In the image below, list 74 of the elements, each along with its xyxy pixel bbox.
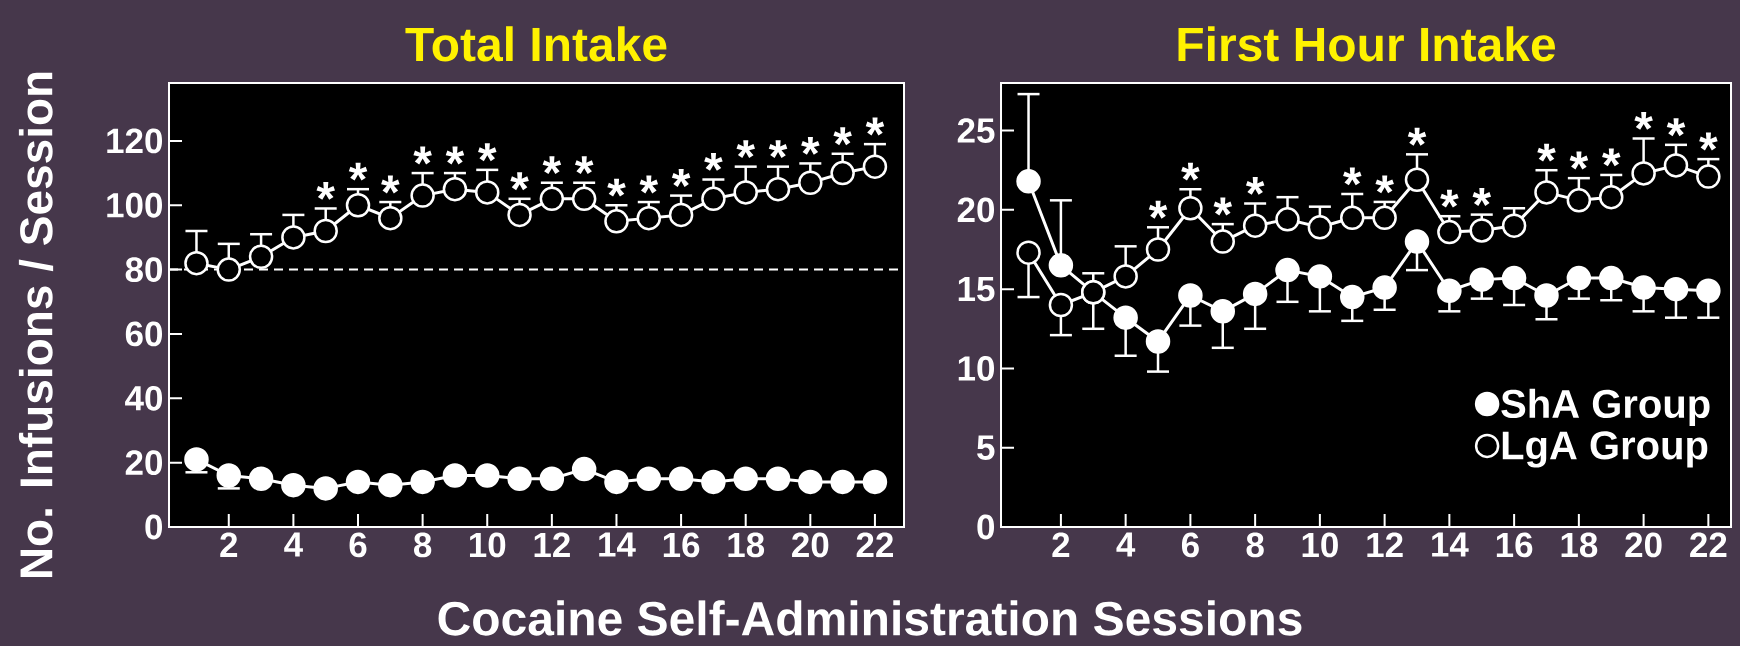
x-tick-label: 20 bbox=[792, 532, 829, 558]
x-tick-label: 14 bbox=[599, 532, 636, 557]
annotation: * bbox=[1375, 175, 1394, 194]
x-tick-label: 18 bbox=[728, 532, 765, 558]
y-tick-label: 120 bbox=[107, 128, 163, 154]
y-tick-label: 80 bbox=[125, 257, 163, 282]
annotation: * bbox=[1181, 162, 1200, 181]
annotation: * bbox=[1407, 127, 1427, 146]
x-axis-title: Cocaine Self-Administration Sessions bbox=[438, 600, 1302, 636]
y-tick-label: 25 bbox=[957, 118, 995, 143]
x-tick-label: 2 bbox=[1052, 532, 1070, 557]
annotation: * bbox=[1569, 151, 1589, 170]
annotation: * bbox=[671, 169, 691, 187]
x-tick-label: 8 bbox=[1246, 532, 1264, 558]
y-tick-label: 5 bbox=[977, 435, 995, 460]
annotation: * bbox=[1148, 200, 1168, 219]
annotation: * bbox=[833, 127, 852, 146]
annotation: * bbox=[1245, 176, 1265, 195]
x-tick-label: 10 bbox=[1302, 532, 1338, 558]
y-axis-title: No. Infusions / Session bbox=[18, 72, 54, 578]
annotation: * bbox=[704, 153, 723, 171]
y-tick-label: 0 bbox=[145, 514, 163, 540]
y-tick-label: 40 bbox=[125, 385, 163, 411]
x-tick-label: 20 bbox=[1625, 532, 1662, 558]
annotation: * bbox=[639, 175, 659, 194]
annotation: * bbox=[1213, 197, 1233, 216]
x-tick-label: 6 bbox=[1181, 532, 1199, 558]
annotation: * bbox=[1472, 188, 1492, 206]
annotation: * bbox=[316, 181, 335, 200]
annotation: * bbox=[865, 117, 885, 136]
x-tick-label: 4 bbox=[1116, 532, 1136, 557]
legend-label: ShA Group bbox=[1501, 388, 1710, 427]
y-tick-label: 15 bbox=[958, 276, 995, 302]
annotation: * bbox=[1537, 143, 1556, 162]
x-tick-label: 6 bbox=[349, 532, 367, 558]
x-tick-label: 8 bbox=[414, 532, 432, 558]
x-tick-label: 14 bbox=[1432, 532, 1469, 557]
annotation: * bbox=[542, 156, 562, 175]
annotation: * bbox=[607, 178, 626, 197]
x-tick-label: 18 bbox=[1561, 532, 1598, 558]
x-tick-label: 16 bbox=[1496, 532, 1533, 558]
annotation: * bbox=[1602, 148, 1621, 167]
annotation: * bbox=[510, 172, 529, 191]
y-tick-label: 0 bbox=[977, 514, 995, 540]
x-tick-label: 16 bbox=[663, 532, 700, 558]
annotation: * bbox=[736, 140, 755, 158]
legend-label: LgA Group bbox=[1502, 431, 1708, 468]
y-tick-label: 10 bbox=[958, 356, 995, 381]
annotation: * bbox=[1666, 118, 1686, 137]
x-tick-label: 12 bbox=[534, 532, 570, 557]
chart-title: First Hour Intake bbox=[1178, 26, 1556, 62]
y-tick-label: 20 bbox=[957, 197, 995, 223]
annotation: * bbox=[1634, 111, 1653, 130]
x-tick-label: 22 bbox=[856, 532, 893, 557]
annotation: * bbox=[801, 136, 820, 155]
x-tick-label: 4 bbox=[284, 532, 303, 557]
y-tick-label: 60 bbox=[125, 321, 163, 347]
annotation: * bbox=[413, 146, 432, 165]
x-tick-label: 10 bbox=[469, 532, 506, 558]
annotation: * bbox=[1440, 189, 1459, 208]
annotation: * bbox=[1343, 167, 1362, 186]
annotation: * bbox=[381, 175, 400, 194]
y-tick-label: 20 bbox=[125, 450, 163, 476]
annotation: * bbox=[478, 143, 497, 162]
annotation: * bbox=[574, 156, 594, 175]
annotation: * bbox=[445, 146, 465, 165]
annotation: * bbox=[1699, 132, 1718, 151]
chart-title: Total Intake bbox=[405, 26, 667, 62]
y-tick-label: 100 bbox=[107, 192, 163, 218]
x-tick-label: 22 bbox=[1690, 532, 1727, 557]
x-tick-label: 2 bbox=[220, 532, 238, 557]
annotation: * bbox=[768, 140, 788, 158]
annotation: * bbox=[348, 162, 368, 181]
x-tick-label: 12 bbox=[1367, 532, 1403, 557]
